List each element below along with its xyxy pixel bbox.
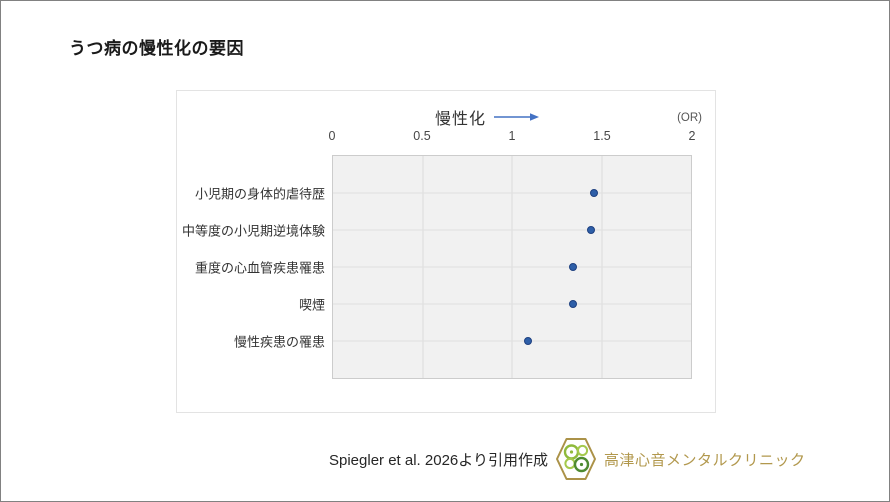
data-point — [590, 188, 599, 197]
plot-area: 小児期の身体的虐待歴中等度の小児期逆境体験重度の心血管疾患罹患喫煙慢性疾患の罹患 — [182, 155, 692, 379]
category-label: 中等度の小児期逆境体験 — [181, 223, 325, 239]
clinic-name: 高津心音メンタルクリニック — [603, 451, 806, 469]
axis-unit-label: (OR) — [677, 112, 702, 124]
x-tick-label: 1 — [508, 129, 516, 143]
data-point — [586, 225, 595, 234]
footer: Spiegler et al. 2026より引用作成 高津心音メンタルクリニック — [329, 431, 805, 487]
x-axis-ticks: 0 0.5 1 1.5 2 — [328, 128, 696, 144]
data-point — [568, 263, 577, 271]
data-point — [568, 299, 577, 308]
right-arrow-icon — [494, 112, 540, 122]
category-label: 慢性疾患の罹患 — [233, 334, 325, 350]
category-label: 重度の心血管疾患罹患 — [194, 260, 325, 276]
x-axis-header: 慢性化 — [435, 105, 540, 129]
x-axis-title: 慢性化 — [435, 111, 487, 128]
x-tick-label: 0 — [328, 129, 336, 143]
horizontal-gridline — [333, 192, 691, 194]
x-tick-label: 2 — [688, 129, 696, 143]
page-title: うつ病の慢性化の要因 — [69, 39, 244, 58]
source-citation: Spiegler et al. 2026より引用作成 — [329, 451, 548, 469]
category-label: 小児期の身体的虐待歴 — [194, 186, 325, 202]
horizontal-gridline — [333, 303, 691, 305]
x-tick-label: 0.5 — [413, 129, 431, 143]
horizontal-gridline — [333, 229, 691, 231]
horizontal-gridline — [333, 340, 691, 342]
x-tick-label: 1.5 — [593, 129, 611, 143]
category-label: 喫煙 — [298, 297, 325, 313]
chart-card: 慢性化 (OR) 0 0.5 1 1.5 2 小児期の身体的虐待歴中等度の小児期逆境体験… — [176, 90, 716, 413]
horizontal-gridline — [333, 266, 691, 268]
data-point — [524, 337, 533, 345]
clinic-logo-hexagon-clover-icon — [555, 436, 596, 482]
